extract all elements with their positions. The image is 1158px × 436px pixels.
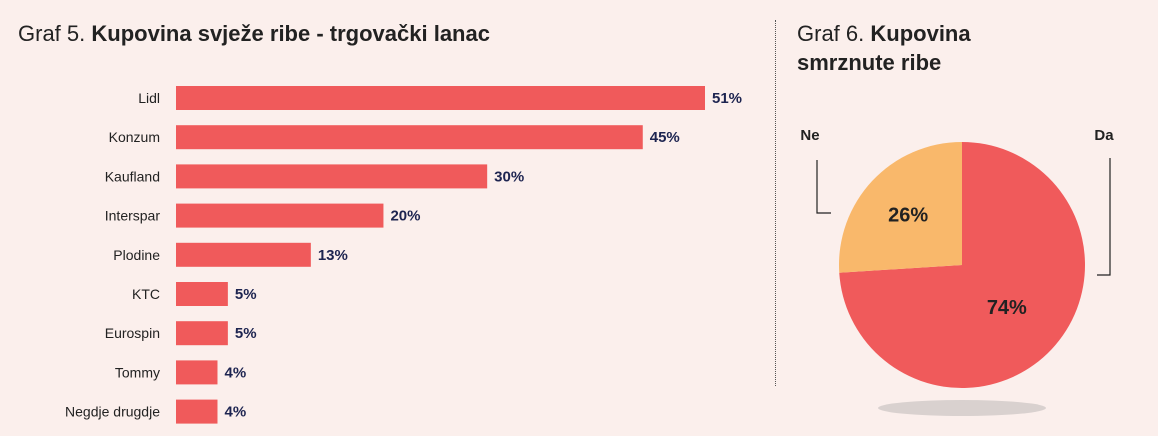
bar-value-label: 13% xyxy=(318,247,348,264)
bar-value-label: 51% xyxy=(712,90,742,107)
pie-chart-title-main: Kupovina smrznute ribe xyxy=(797,21,971,75)
pie-label-ne: Ne xyxy=(800,127,819,144)
bar xyxy=(176,282,228,306)
bar-value-label: 5% xyxy=(235,286,257,303)
bar-category-label: Interspar xyxy=(105,208,161,224)
pie-slice-ne xyxy=(839,142,962,273)
bar xyxy=(176,399,218,424)
bar-category-label: Kaufland xyxy=(105,168,160,184)
bar-chart-title-prefix: Graf 5. xyxy=(18,21,86,46)
pie-shadow xyxy=(878,400,1046,416)
pie-leader-ne xyxy=(816,160,831,214)
bar-value-label: 4% xyxy=(224,364,246,381)
pie-value-label: 74% xyxy=(987,297,1027,319)
bar xyxy=(176,203,384,228)
pie-chart-title: Graf 6. Kupovina smrznute ribe xyxy=(797,19,1057,77)
bar-chart-title: Graf 5. Kupovina svježe ribe - trgovački… xyxy=(18,19,490,48)
bar-chart: Lidl 51% Konzum 45% Kaufland 30% Interspar 20% P… xyxy=(65,86,742,424)
pie-slice-da xyxy=(839,142,1085,388)
bar-category-label: Tommy xyxy=(115,364,160,380)
bar-category-label: Konzum xyxy=(109,129,160,145)
bar-category-label: Eurospin xyxy=(105,325,160,341)
bar-value-label: 4% xyxy=(224,404,246,421)
bar-chart-title-main: Kupovina svježe ribe - trgovački lanac xyxy=(91,21,490,46)
bar-category-label: Negdje drugdje xyxy=(65,404,160,420)
bar xyxy=(176,242,311,267)
bar-category-label: KTC xyxy=(132,286,160,302)
bar xyxy=(176,125,643,150)
bar-value-label: 5% xyxy=(235,325,257,342)
bar xyxy=(176,164,488,189)
bar-value-label: 30% xyxy=(494,168,524,185)
bar-value-label: 20% xyxy=(390,208,420,225)
pie-label-da: Da xyxy=(1094,127,1114,144)
bar-category-label: Plodine xyxy=(113,247,160,263)
bar xyxy=(176,86,705,110)
pie-chart-title-prefix: Graf 6. xyxy=(797,21,865,46)
bar xyxy=(176,321,228,346)
pie-leader-da xyxy=(1097,158,1111,276)
pie-value-label: 26% xyxy=(888,204,928,226)
bar-value-label: 45% xyxy=(650,129,680,146)
chart-divider xyxy=(775,20,776,386)
bar-category-label: Lidl xyxy=(138,90,160,106)
bar xyxy=(176,360,218,385)
